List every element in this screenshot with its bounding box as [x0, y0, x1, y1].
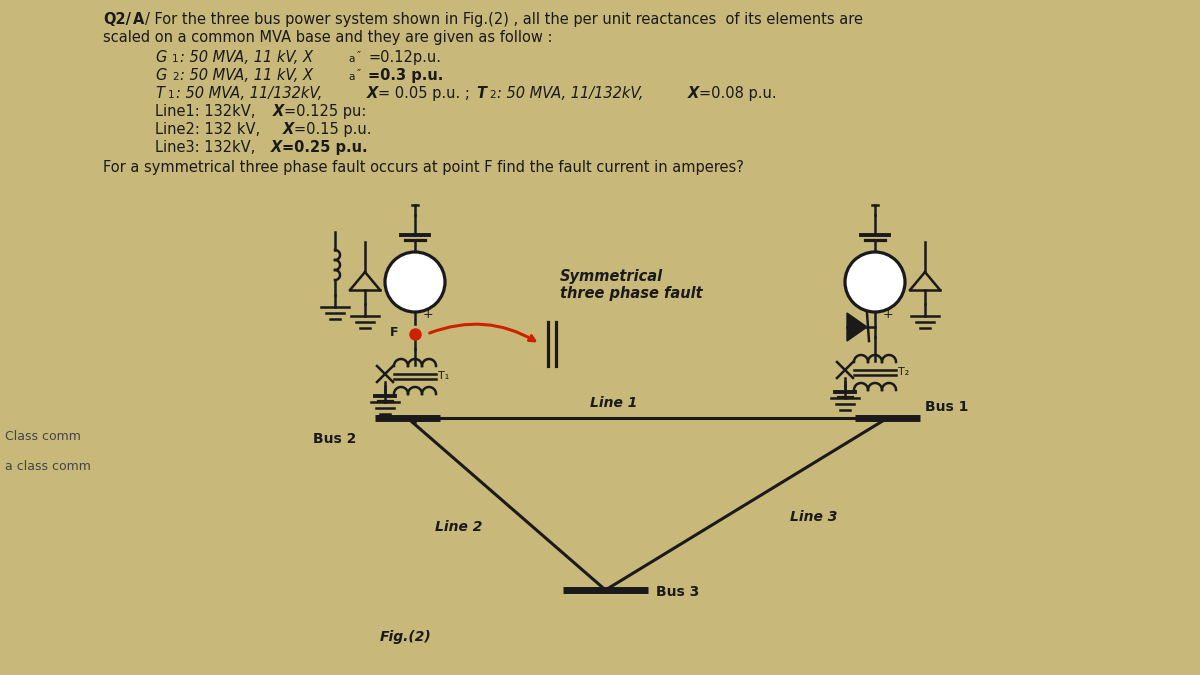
Text: +: +: [424, 308, 433, 321]
Circle shape: [385, 252, 445, 312]
Text: ″: ″: [358, 50, 361, 60]
Text: Line 1: Line 1: [590, 396, 637, 410]
Text: =0.12p.u.: =0.12p.u.: [368, 50, 442, 65]
Text: Line 2: Line 2: [436, 520, 482, 534]
Text: a class comm: a class comm: [5, 460, 91, 473]
Text: T₂: T₂: [898, 367, 910, 377]
Text: Class comm: Class comm: [5, 430, 80, 443]
Text: F: F: [390, 325, 398, 338]
Text: Bus 1: Bus 1: [925, 400, 968, 414]
Text: X: X: [367, 86, 378, 101]
Text: Fig.(2): Fig.(2): [380, 630, 432, 644]
Text: 2: 2: [172, 72, 179, 82]
Text: a: a: [348, 54, 354, 64]
Text: : 50 MVA, 11/132kV,: : 50 MVA, 11/132kV,: [176, 86, 323, 101]
Text: : 50 MVA, 11 kV, X: : 50 MVA, 11 kV, X: [180, 68, 313, 83]
Text: Bus 3: Bus 3: [656, 585, 700, 599]
Text: scaled on a common MVA base and they are given as follow :: scaled on a common MVA base and they are…: [103, 30, 552, 45]
Text: Line1: 132kV,: Line1: 132kV,: [155, 104, 256, 119]
Text: Bus 2: Bus 2: [313, 432, 356, 446]
Text: G: G: [155, 50, 167, 65]
Text: T₁: T₁: [438, 371, 449, 381]
Text: T: T: [476, 86, 486, 101]
Text: G₂: G₂: [868, 275, 883, 288]
Text: Line2: 132 kV,: Line2: 132 kV,: [155, 122, 265, 137]
Text: -: -: [409, 247, 414, 261]
Text: =0.25 p.u.: =0.25 p.u.: [282, 140, 367, 155]
Text: X: X: [271, 140, 282, 155]
Text: Line3: 132kV,: Line3: 132kV,: [155, 140, 256, 155]
Text: =0.08 p.u.: =0.08 p.u.: [698, 86, 776, 101]
Text: : 50 MVA, 11/132kV,: : 50 MVA, 11/132kV,: [497, 86, 643, 101]
Text: / For the three bus power system shown in Fig.(2) , all the per unit reactances : / For the three bus power system shown i…: [145, 12, 863, 27]
Polygon shape: [847, 313, 866, 341]
Text: X: X: [688, 86, 700, 101]
Text: A: A: [133, 12, 144, 27]
Text: 1: 1: [168, 90, 175, 100]
Text: X: X: [274, 104, 284, 119]
Text: X: X: [283, 122, 294, 137]
Text: = 0.05 p.u. ;: = 0.05 p.u. ;: [378, 86, 479, 101]
Text: For a symmetrical three phase fault occurs at point F find the fault current in : For a symmetrical three phase fault occu…: [103, 160, 744, 175]
Text: -: -: [870, 247, 875, 261]
Text: =0.15 p.u.: =0.15 p.u.: [294, 122, 372, 137]
Text: =0.125 pu:: =0.125 pu:: [284, 104, 366, 119]
Text: T: T: [155, 86, 164, 101]
Text: =0.3 p.u.: =0.3 p.u.: [368, 68, 443, 83]
Text: +: +: [883, 308, 894, 321]
Text: : 50 MVA, 11 kV, X: : 50 MVA, 11 kV, X: [180, 50, 313, 65]
Text: G: G: [155, 68, 167, 83]
Text: 2: 2: [490, 90, 496, 100]
Text: ″: ″: [358, 68, 361, 78]
Text: Symmetrical
three phase fault: Symmetrical three phase fault: [560, 269, 703, 302]
Text: Line 3: Line 3: [790, 510, 838, 524]
Text: G₁: G₁: [407, 275, 422, 288]
Circle shape: [845, 252, 905, 312]
Text: a: a: [348, 72, 354, 82]
Text: 1: 1: [172, 54, 179, 64]
Text: Q2/: Q2/: [103, 12, 131, 27]
